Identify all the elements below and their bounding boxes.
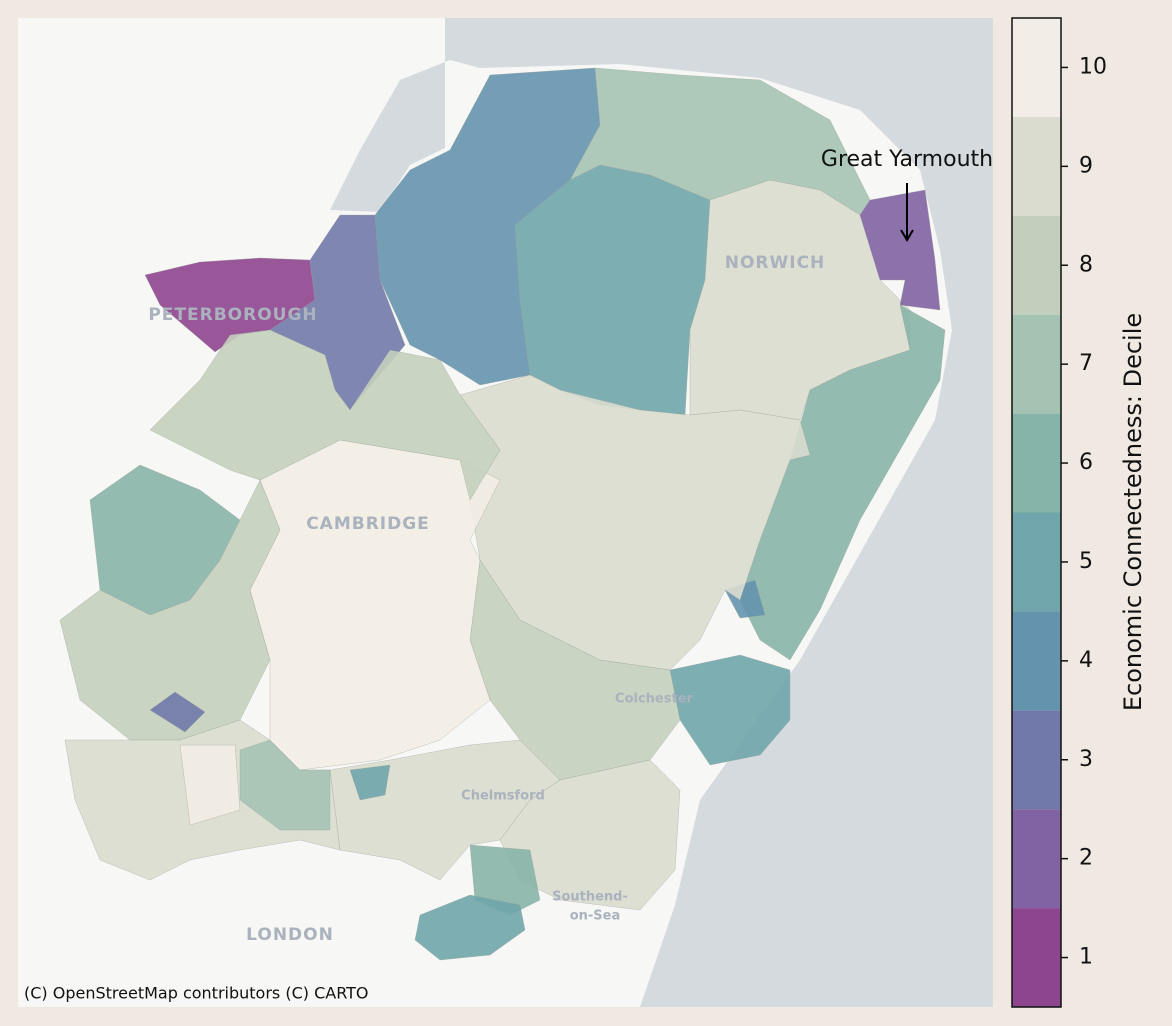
region — [414, 894, 526, 961]
basemap-label: CAMBRIDGE — [306, 514, 430, 534]
basemap-label: on-Sea — [570, 909, 621, 924]
colorbar-tick-label: 10 — [1079, 54, 1107, 79]
colorbar-tick-label: 4 — [1079, 648, 1093, 673]
colorbar-label: Economic Connectedness: Decile — [1119, 313, 1147, 711]
basemap-label: NORWICH — [725, 253, 826, 273]
region — [669, 654, 791, 766]
region — [349, 764, 391, 801]
annotation: Great Yarmouth — [821, 147, 993, 172]
basemap-label: Southend- — [552, 890, 628, 905]
basemap-label: Colchester — [615, 692, 693, 707]
colorbar-tick-label: 2 — [1079, 846, 1093, 871]
region — [249, 439, 501, 771]
colorbar-band — [1012, 215, 1061, 315]
regions — [59, 67, 946, 961]
colorbar: 1 2 3 4 5 6 7 8 9 10 — [1012, 18, 1107, 1007]
sea — [330, 18, 993, 1007]
colorbar-band — [1012, 314, 1061, 414]
colorbar-tick-label: 7 — [1079, 351, 1093, 376]
region — [469, 844, 541, 916]
colorbar-band — [1012, 710, 1061, 810]
basemap-label: Chelmsford — [461, 789, 545, 804]
colorbar-tick-label: 5 — [1079, 549, 1093, 574]
region — [514, 164, 711, 416]
basemap-labels: PETERBOROUGH NORWICH CAMBRIDGE Colchester Ch… — [148, 253, 826, 945]
colorbar-band — [1012, 512, 1061, 612]
colorbar-band — [1012, 809, 1061, 909]
colorbar-tick-label: 1 — [1079, 945, 1093, 970]
attribution: (C) OpenStreetMap contributors (C) CARTO — [24, 984, 369, 1003]
colorbar-tick-label: 8 — [1079, 252, 1093, 277]
region — [239, 739, 331, 831]
colorbar-tick-label: 6 — [1079, 450, 1093, 475]
colorbar-band — [1012, 611, 1061, 711]
basemap-label: PETERBOROUGH — [148, 305, 317, 325]
colorbar-band — [1012, 908, 1061, 1007]
colorbar-tick-label: 9 — [1079, 153, 1093, 178]
colorbar-frame — [1011, 17, 1062, 1008]
region — [179, 744, 241, 826]
region — [739, 304, 946, 661]
annotation-arrowhead — [900, 229, 914, 242]
region — [149, 691, 206, 733]
region — [149, 329, 501, 501]
basemap-label: LONDON — [246, 925, 334, 945]
colorbar-band — [1012, 18, 1061, 117]
colorbar-tick-label: 3 — [1079, 747, 1093, 772]
colorbar-band — [1012, 413, 1061, 513]
colorbar-band — [1012, 116, 1061, 216]
